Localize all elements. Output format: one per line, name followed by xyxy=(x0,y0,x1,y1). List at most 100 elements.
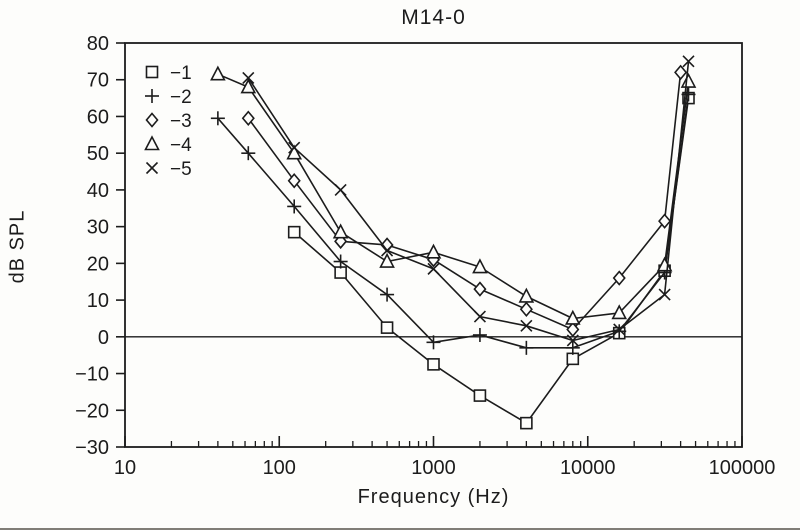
x-tick-label: 1000 xyxy=(411,457,456,479)
legend-label: −3 xyxy=(170,111,192,132)
data-point-marker-x xyxy=(381,244,394,257)
data-point-marker-diamond-shape xyxy=(674,64,688,81)
data-point-marker-square-shape xyxy=(334,266,347,279)
data-point-marker-triangle-shape xyxy=(425,243,442,259)
series-line-1 xyxy=(293,97,690,424)
y-tick-label: 30 xyxy=(87,217,109,239)
legend-item: −2 xyxy=(145,87,192,108)
legend-item: −5 xyxy=(145,159,192,180)
legend-label: −2 xyxy=(170,87,192,108)
x-axis-label: Frequency (Hz) xyxy=(357,486,510,508)
scan-edge-artifact xyxy=(0,528,800,530)
data-point-marker-diamond-shape xyxy=(566,321,580,338)
y-tick-label: 0 xyxy=(98,327,109,349)
data-point-marker-plus xyxy=(241,146,256,161)
legend-item: −3 xyxy=(145,111,192,132)
data-point-marker-triangle-shape xyxy=(564,309,581,325)
diamond-marker-icon xyxy=(145,112,159,128)
data-point-marker-triangle xyxy=(240,78,257,94)
data-point-marker-x-shape xyxy=(658,288,671,301)
series-line-2 xyxy=(217,94,690,349)
data-point-marker-x xyxy=(427,262,440,275)
diamond-marker-icon-shape xyxy=(145,112,159,128)
data-point-marker-triangle-shape xyxy=(518,287,535,303)
y-axis-label: dB SPL xyxy=(6,209,29,284)
x-marker-icon xyxy=(145,161,159,175)
x-tick-label: 100000 xyxy=(709,457,776,479)
data-point-marker-x xyxy=(566,334,579,347)
data-point-marker-triangle xyxy=(379,252,395,268)
data-point-marker-triangle-shape xyxy=(286,144,303,160)
y-tick-label: 60 xyxy=(87,106,109,128)
data-point-marker-diamond-shape xyxy=(473,281,487,297)
x-tick-label: 10000 xyxy=(560,457,616,479)
data-point-marker-plus xyxy=(681,87,696,102)
data-point-marker-x xyxy=(288,141,301,154)
data-point-marker-square-shape xyxy=(520,416,533,430)
data-point-marker-x xyxy=(658,288,671,301)
legend-item: −1 xyxy=(145,63,192,84)
data-point-marker-diamond xyxy=(241,110,255,127)
data-point-marker-triangle xyxy=(518,287,535,303)
data-point-marker-square xyxy=(520,416,533,430)
x-marker-icon-shape xyxy=(145,161,159,175)
data-point-marker-plus xyxy=(519,340,534,355)
plus-marker-icon xyxy=(145,89,159,103)
legend-label: −5 xyxy=(170,159,192,180)
data-point-marker-plus xyxy=(210,111,225,126)
chart-title: M14-0 xyxy=(401,6,466,29)
data-point-marker-plus xyxy=(565,340,580,355)
data-point-marker-triangle-shape xyxy=(611,304,628,320)
data-point-marker-triangle xyxy=(425,243,442,259)
data-point-marker-x xyxy=(473,310,486,323)
y-tick-label: 70 xyxy=(87,70,109,92)
data-point-marker-diamond xyxy=(612,270,626,286)
data-point-marker-triangle xyxy=(564,309,581,325)
data-point-marker-square xyxy=(334,266,347,279)
x-tick-label: 10 xyxy=(114,457,136,479)
data-point-marker-plus xyxy=(426,335,441,350)
data-point-marker-diamond xyxy=(674,64,688,81)
data-point-marker-x-shape xyxy=(242,71,255,84)
data-point-marker-x-shape xyxy=(682,55,695,68)
legend: −1 −2 −3 −4 −5 xyxy=(144,63,192,180)
data-point-marker-x-shape xyxy=(427,262,440,275)
y-tick-label: 80 xyxy=(87,33,109,55)
data-point-marker-triangle xyxy=(210,65,226,81)
series-line-3 xyxy=(247,72,682,331)
data-point-marker-x-shape xyxy=(520,319,533,332)
y-tick-label: 20 xyxy=(87,253,109,275)
data-point-marker-triangle xyxy=(286,144,303,160)
data-point-marker-square-shape xyxy=(427,358,440,371)
data-point-marker-x-shape xyxy=(288,141,301,154)
legend-label: −1 xyxy=(170,63,192,84)
x-tick-label: 100 xyxy=(263,457,296,479)
data-point-marker-square-shape xyxy=(380,321,394,334)
data-point-marker-diamond xyxy=(566,321,580,338)
data-point-marker-square xyxy=(427,358,440,371)
data-point-marker-square xyxy=(380,321,394,334)
y-tick-label: −10 xyxy=(75,364,109,386)
data-point-marker-square-shape xyxy=(473,389,487,402)
data-point-marker-x-shape xyxy=(334,183,347,196)
data-point-marker-x-shape xyxy=(381,244,394,257)
y-tick-label: −20 xyxy=(75,400,109,422)
data-point-marker-diamond xyxy=(287,172,301,189)
data-point-marker-x-shape xyxy=(473,310,486,323)
data-point-marker-triangle-shape xyxy=(379,252,395,268)
data-point-marker-diamond-shape xyxy=(658,213,672,229)
square-marker-icon-shape xyxy=(145,65,159,79)
triangle-marker-icon xyxy=(144,135,160,151)
y-tick-label: 40 xyxy=(87,180,109,202)
data-point-marker-triangle-shape xyxy=(472,258,488,274)
y-tick-label: 50 xyxy=(87,143,109,165)
data-point-marker-triangle-shape xyxy=(680,72,697,88)
data-point-marker-triangle xyxy=(611,304,628,320)
data-point-marker-diamond xyxy=(658,213,672,229)
data-point-marker-triangle-shape xyxy=(332,223,349,239)
square-marker-icon xyxy=(145,65,159,79)
legend-item: −4 xyxy=(144,135,192,156)
data-point-marker-diamond-shape xyxy=(287,172,301,189)
data-point-marker-plus xyxy=(287,199,302,214)
